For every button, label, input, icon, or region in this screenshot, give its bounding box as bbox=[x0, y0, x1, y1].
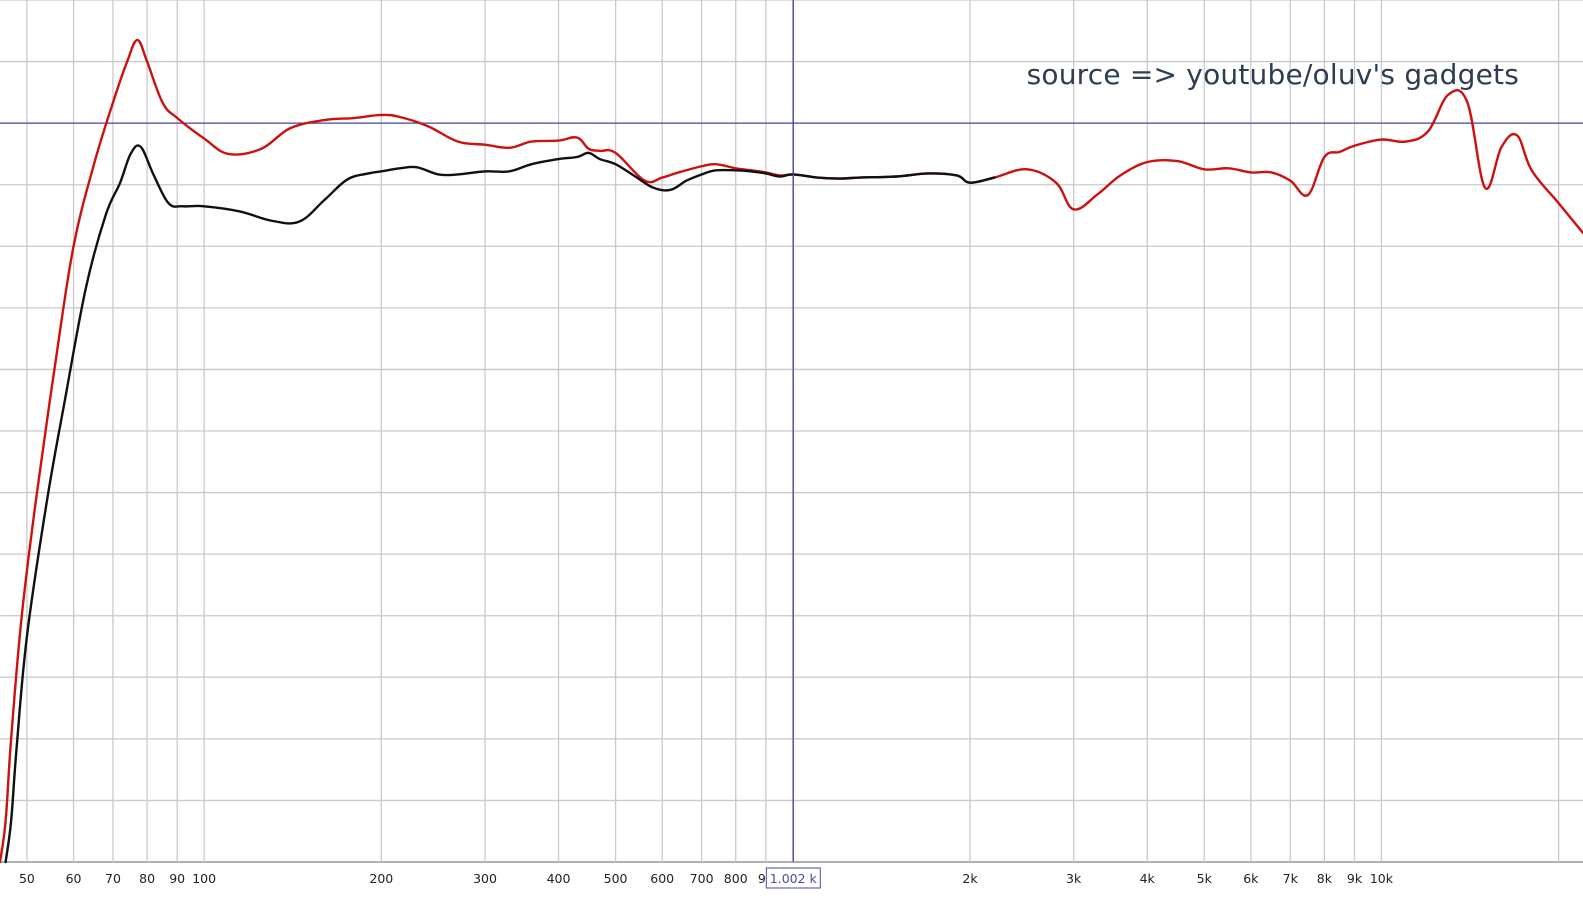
x-tick-label: 400 bbox=[547, 871, 571, 886]
x-tick-label: 5k bbox=[1197, 871, 1213, 886]
x-tick-label: 80 bbox=[139, 871, 155, 886]
x-tick-label: 300 bbox=[473, 871, 497, 886]
x-tick-label: 2k bbox=[962, 871, 978, 886]
x-tick-label: 8k bbox=[1317, 871, 1333, 886]
series-line-red bbox=[0, 38, 1583, 864]
cursor-readout-box bbox=[765, 867, 821, 889]
x-tick-label: 90 bbox=[169, 871, 185, 886]
x-tick-label: 50 bbox=[19, 871, 35, 886]
x-tick-label: 7k bbox=[1283, 871, 1299, 886]
x-tick-label: 60 bbox=[66, 871, 82, 886]
x-tick-label: 200 bbox=[369, 871, 393, 886]
x-tick-label: 4k bbox=[1140, 871, 1156, 886]
cursor-layer[interactable]: 1.002 k bbox=[765, 0, 821, 889]
cursor-readout-label: 1.002 k bbox=[770, 871, 818, 886]
vertical-gridlines bbox=[26, 0, 1560, 862]
x-axis-tick-labels: 5060708090100200300400500600700800902k3k… bbox=[19, 871, 1394, 886]
x-tick-label: 3k bbox=[1066, 871, 1082, 886]
x-tick-label: 10k bbox=[1370, 871, 1394, 886]
series-layer bbox=[0, 38, 1583, 864]
x-tick-label: 100 bbox=[192, 871, 216, 886]
source-watermark: source => youtube/oluv's gadgets bbox=[1026, 58, 1519, 91]
x-tick-label: 6k bbox=[1243, 871, 1259, 886]
x-tick-label: 70 bbox=[105, 871, 121, 886]
horizontal-gridlines bbox=[0, 0, 1583, 863]
x-tick-label: 800 bbox=[724, 871, 748, 886]
x-tick-label: 9k bbox=[1347, 871, 1363, 886]
series-line-black bbox=[4, 144, 996, 864]
x-tick-label: 500 bbox=[604, 871, 628, 886]
x-tick-label: 700 bbox=[690, 871, 714, 886]
x-tick-label: 600 bbox=[650, 871, 674, 886]
